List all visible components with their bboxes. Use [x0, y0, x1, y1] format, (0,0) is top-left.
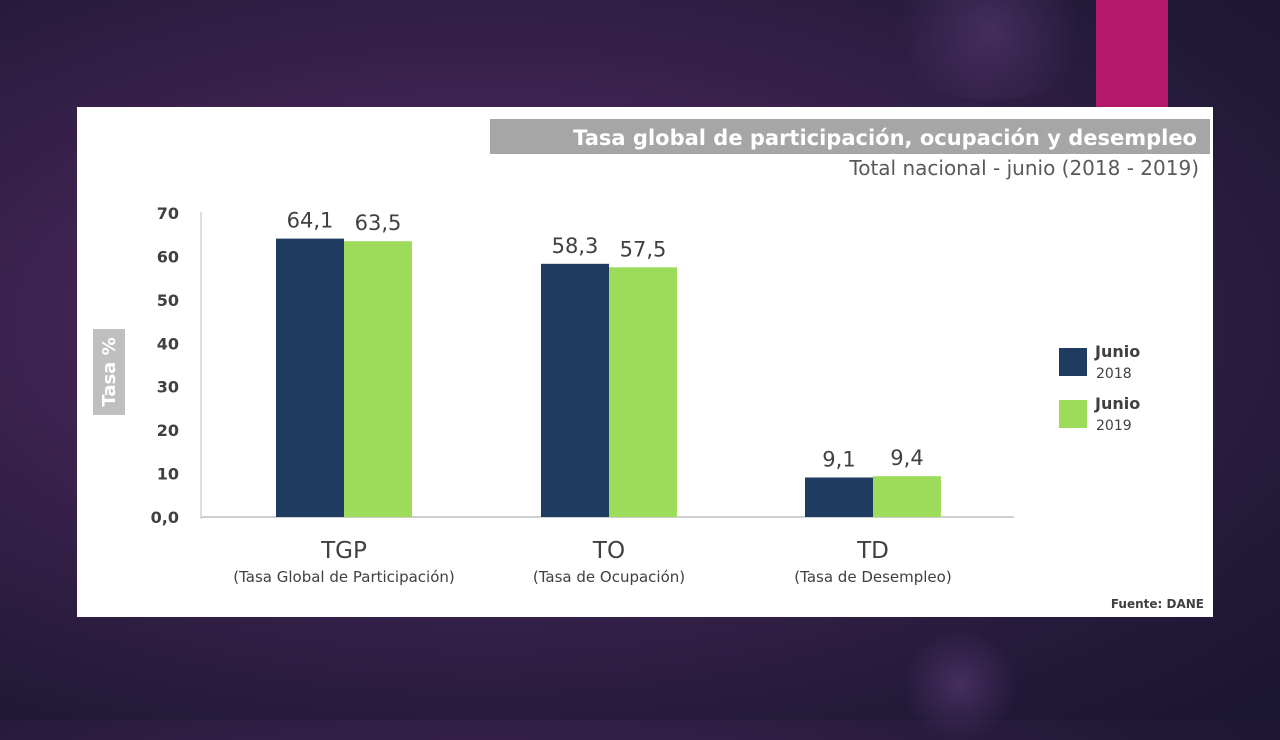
bar-to-2018: [541, 263, 609, 517]
legend-swatch-2019: [1059, 400, 1087, 428]
bar-tgp-2018: [276, 238, 344, 517]
legend-year: 2018: [1096, 366, 1132, 382]
source-note: Fuente: DANE: [1111, 597, 1204, 611]
category-description: (Tasa Global de Participación): [233, 568, 455, 586]
bar-chart: Tasa global de participación, ocupación …: [93, 119, 1210, 611]
chart-title: Tasa global de participación, ocupación …: [573, 126, 1197, 150]
data-label: 57,5: [620, 237, 667, 261]
category-description: (Tasa de Ocupación): [533, 568, 685, 586]
chart-subtitle: Total nacional - junio (2018 - 2019): [848, 156, 1199, 180]
bar-td-2018: [805, 477, 873, 517]
category-label: TD: [856, 538, 889, 564]
category-label: TGP: [320, 538, 367, 564]
data-label: 63,5: [355, 211, 402, 235]
chart-card: Tasa global de participación, ocupación …: [77, 107, 1213, 617]
title-band: [490, 119, 1210, 154]
y-tick-label: 30: [157, 378, 179, 397]
accent-bar: [1096, 0, 1168, 110]
y-tick-label: 60: [157, 247, 179, 266]
y-tick-label: 0,0: [151, 508, 179, 527]
bar-tgp-2019: [344, 241, 412, 517]
y-tick-label: 70: [157, 204, 179, 223]
y-tick-label: 50: [157, 291, 179, 310]
y-tick-label: 40: [157, 334, 179, 353]
data-label: 64,1: [287, 209, 334, 233]
category-label: TO: [592, 538, 625, 564]
background-glow: [900, 630, 1020, 740]
data-label: 58,3: [552, 234, 599, 258]
y-tick-label: 20: [157, 421, 179, 440]
data-label: 9,1: [822, 447, 855, 471]
bar-td-2019: [873, 476, 941, 517]
bar-to-2019: [609, 267, 677, 517]
legend-swatch-2018: [1059, 348, 1087, 376]
y-tick-label: 10: [157, 465, 179, 484]
category-description: (Tasa de Desempleo): [794, 568, 951, 586]
y-axis-label-box: [93, 329, 125, 415]
legend-label: Junio: [1094, 394, 1140, 413]
background-glow: [880, 0, 1100, 100]
legend-label: Junio: [1094, 342, 1140, 361]
y-axis-label: Tasa %: [99, 337, 120, 406]
legend-year: 2019: [1096, 418, 1132, 434]
data-label: 9,4: [890, 446, 923, 470]
